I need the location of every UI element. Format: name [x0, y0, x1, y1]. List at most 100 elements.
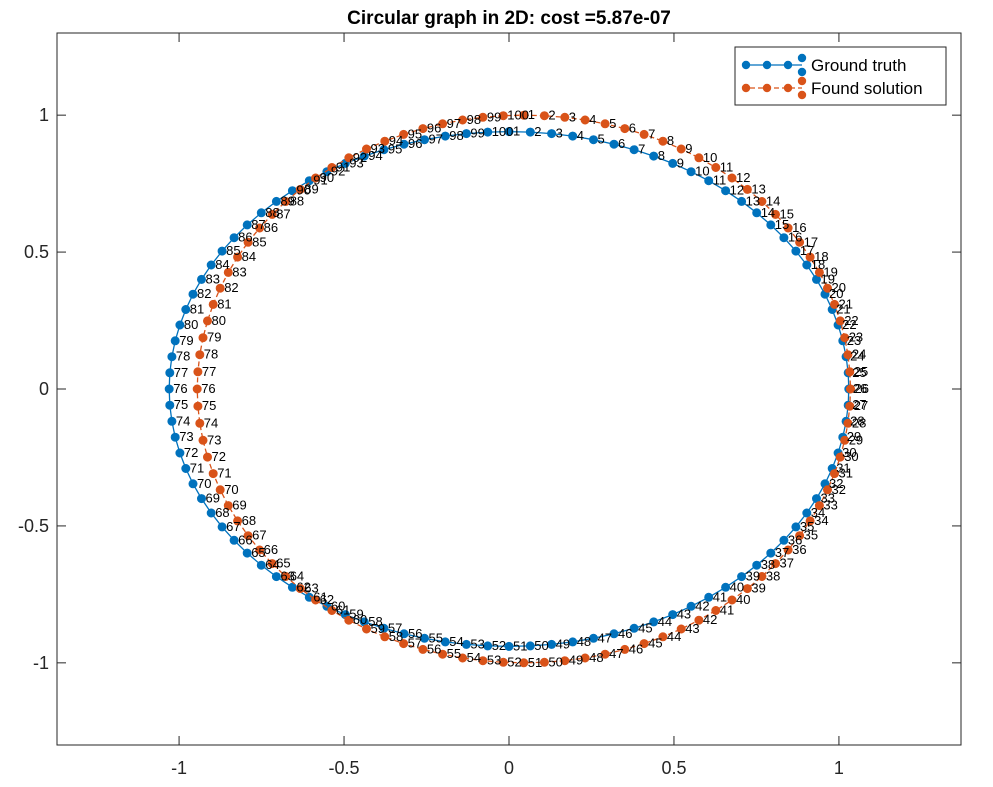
point-label: 16 [788, 230, 802, 245]
data-point [361, 624, 371, 634]
data-point [419, 135, 429, 145]
data-point [721, 186, 731, 196]
data-point [783, 545, 793, 555]
x-tick-label: 1 [834, 758, 844, 778]
data-point [271, 196, 281, 206]
data-point [676, 624, 686, 634]
point-label: 92 [331, 164, 345, 179]
data-point [737, 572, 747, 582]
data-point [686, 167, 696, 177]
point-label: 73 [207, 432, 221, 447]
point-label: 80 [212, 313, 226, 328]
point-label: 50 [534, 638, 548, 653]
data-point [802, 260, 812, 270]
data-point [770, 559, 780, 569]
point-label: 1 [513, 124, 520, 139]
data-point [195, 418, 205, 428]
y-tick-label: -0.5 [18, 516, 49, 536]
data-point [438, 119, 448, 129]
point-label: 64 [265, 557, 279, 572]
data-point [440, 637, 450, 647]
data-point [195, 350, 205, 360]
point-label: 55 [447, 646, 461, 661]
point-label: 6 [618, 136, 625, 151]
point-label: 74 [176, 413, 190, 428]
point-label: 4 [577, 128, 584, 143]
data-point [287, 582, 297, 592]
data-point [192, 384, 202, 394]
data-point [229, 535, 239, 545]
data-point [478, 112, 488, 122]
point-label: 87 [276, 206, 290, 221]
point-label: 49 [569, 653, 583, 668]
legend-entries: Ground truth Found solution [741, 53, 923, 100]
data-point [233, 516, 243, 526]
data-point [547, 639, 557, 649]
point-label: 76 [173, 381, 187, 396]
point-label: 53 [470, 636, 484, 651]
point-label: 80 [184, 317, 198, 332]
data-point [742, 184, 752, 194]
data-point [483, 127, 493, 137]
data-point [399, 129, 409, 139]
point-label: 32 [829, 476, 843, 491]
data-point [361, 144, 371, 154]
data-point [233, 252, 243, 262]
data-point [560, 656, 570, 666]
data-point [600, 119, 610, 129]
point-label: 8 [667, 133, 674, 148]
legend-marker [741, 83, 751, 93]
point-label: 20 [829, 286, 843, 301]
point-label: 7 [648, 126, 655, 141]
data-point [795, 237, 805, 247]
data-point [752, 208, 762, 218]
data-point [256, 560, 266, 570]
point-label: 31 [836, 461, 850, 476]
data-point [170, 336, 180, 346]
data-point [267, 209, 277, 219]
data-point [711, 605, 721, 615]
data-point [560, 112, 570, 122]
data-point [311, 595, 321, 605]
point-label: 25 [852, 365, 866, 380]
data-point [779, 535, 789, 545]
point-label: 47 [598, 630, 612, 645]
point-label: 62 [296, 579, 310, 594]
data-point [629, 145, 639, 155]
point-label: 86 [238, 230, 252, 245]
data-point [217, 246, 227, 256]
data-point [676, 144, 686, 154]
data-point [845, 384, 855, 394]
point-label: 10 [703, 150, 717, 165]
data-point [649, 151, 659, 161]
data-point [458, 115, 468, 125]
point-label: 11 [720, 160, 734, 175]
point-label: 51 [513, 638, 527, 653]
y-tick-label: 1 [39, 105, 49, 125]
data-point [704, 176, 714, 186]
data-point [814, 267, 824, 277]
point-label: 59 [371, 621, 385, 636]
point-label: 60 [331, 598, 345, 613]
point-label: 16 [792, 220, 806, 235]
data-point [165, 368, 175, 378]
point-label: 5 [609, 116, 616, 131]
data-point [181, 304, 191, 314]
data-point [779, 233, 789, 243]
data-point [498, 111, 508, 121]
legend-marker [741, 60, 751, 70]
point-label: 63 [280, 569, 294, 584]
point-label: 87 [251, 217, 265, 232]
point-label: 38 [766, 569, 780, 584]
point-label: 77 [202, 364, 216, 379]
point-label: 38 [761, 557, 775, 572]
point-label: 42 [703, 612, 717, 627]
x-tick-label: 0 [504, 758, 514, 778]
data-point [327, 163, 337, 173]
point-label: 49 [556, 636, 570, 651]
data-point [658, 632, 668, 642]
data-point [399, 139, 409, 149]
point-label: 40 [730, 579, 744, 594]
point-label: 14 [766, 194, 780, 209]
